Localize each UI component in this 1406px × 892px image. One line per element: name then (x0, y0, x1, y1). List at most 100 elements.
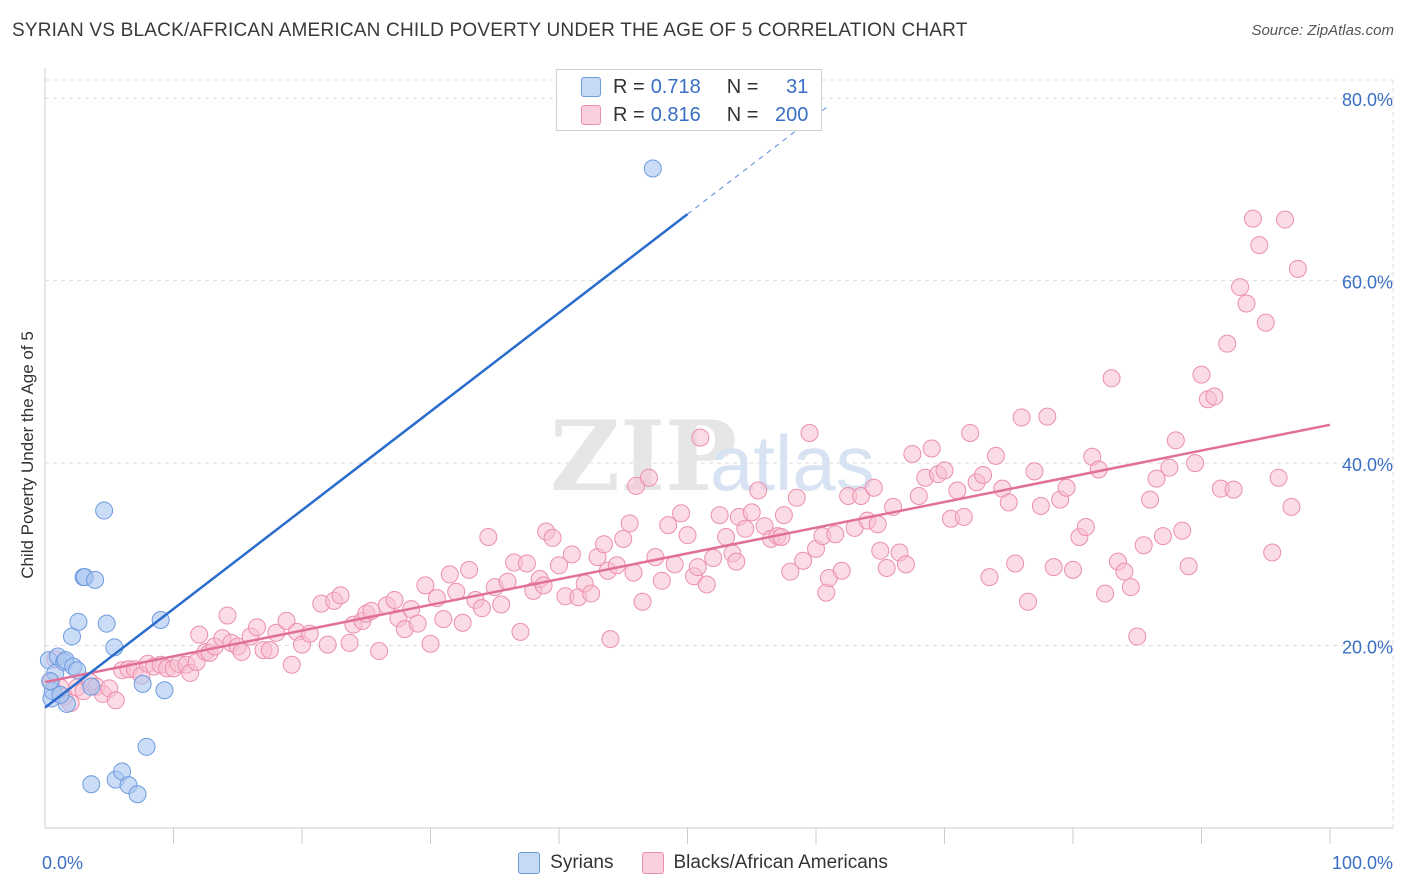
data-point-blacks (1192, 365, 1211, 384)
data-point-blacks (749, 481, 768, 500)
data-point-blacks (190, 625, 209, 644)
data-point-blacks (1128, 627, 1147, 646)
data-point-blacks (903, 445, 922, 463)
data-point-blacks (1115, 562, 1134, 581)
data-point-blacks (935, 461, 954, 480)
data-point-blacks (986, 446, 1005, 465)
data-point-blacks (781, 562, 800, 581)
data-point-blacks (704, 548, 723, 567)
data-point-syrians (82, 775, 101, 794)
data-point-blacks (1166, 431, 1185, 450)
data-point-blacks (896, 555, 915, 574)
data-point-blacks (1076, 517, 1095, 536)
legend-r-value: 0.816 (650, 103, 701, 126)
data-point-blacks (511, 622, 530, 641)
legend-row-syrians: R = 0.718 N = 31 (581, 74, 808, 100)
series-syrians-points (39, 159, 662, 804)
data-point-blacks (460, 560, 479, 579)
data-point-blacks (1012, 408, 1031, 427)
data-point-blacks (974, 465, 993, 484)
x-tick-label: 100.0% (1332, 853, 1393, 873)
data-point-blacks (826, 525, 845, 544)
data-point-blacks (999, 493, 1018, 512)
data-point-blacks (318, 635, 337, 654)
stats-legend: R = 0.718 N = 31 R = 0.816 N = 200 (556, 69, 822, 131)
data-point-blacks (331, 586, 350, 605)
data-point-blacks (282, 655, 301, 674)
data-point-blacks (408, 614, 427, 633)
data-point-blacks (877, 559, 896, 578)
data-point-blacks (717, 528, 736, 547)
data-point-blacks (1064, 560, 1082, 579)
data-point-blacks (627, 476, 646, 495)
watermark-zip: ZIP (550, 400, 737, 513)
data-point-blacks (1276, 210, 1295, 229)
data-point-blacks (543, 528, 562, 547)
data-point-blacks (800, 424, 819, 443)
data-point-blacks (980, 568, 999, 587)
data-point-blacks (416, 576, 435, 595)
data-point-blacks (1031, 496, 1050, 515)
legend-row-blacks: R = 0.816 N = 200 (581, 102, 808, 128)
y-tick-label: 40.0% (1342, 455, 1393, 475)
data-point-blacks (472, 599, 491, 618)
data-point-blacks (453, 613, 472, 632)
data-point-blacks (1218, 334, 1237, 353)
data-point-blacks (517, 554, 536, 573)
data-point-blacks (678, 526, 697, 545)
legend-item-blacks[interactable]: Blacks/African Americans (641, 852, 888, 874)
data-point-blacks (1237, 294, 1256, 313)
data-point-blacks (218, 606, 237, 625)
data-point-blacks (868, 515, 887, 534)
legend-r-label: R = (613, 75, 645, 98)
y-tick-label: 80.0% (1342, 90, 1393, 110)
data-point-blacks (1153, 527, 1172, 546)
data-point-blacks (1096, 584, 1115, 603)
data-point-syrians (97, 614, 116, 633)
data-point-blacks (1256, 313, 1275, 332)
data-point-blacks (1134, 536, 1153, 555)
legend-label-blacks: Blacks/African Americans (673, 852, 888, 873)
data-point-blacks (370, 642, 389, 661)
data-point-syrians (86, 570, 105, 589)
data-point-blacks (1231, 278, 1250, 297)
data-point-blacks (1025, 462, 1044, 481)
legend-n-value: 31 (786, 75, 809, 98)
data-point-blacks (550, 556, 568, 575)
data-point-blacks (727, 552, 746, 571)
y-tick-label: 60.0% (1342, 273, 1393, 293)
data-point-blacks (601, 630, 620, 649)
data-point-syrians (69, 612, 88, 631)
data-point-blacks (1243, 209, 1262, 228)
x-tick-label: 0.0% (42, 853, 83, 873)
data-point-blacks (434, 610, 453, 629)
legend-item-syrians[interactable]: Syrians (518, 852, 614, 874)
legend-label-syrians: Syrians (550, 852, 614, 873)
data-point-blacks (594, 535, 613, 554)
data-point-syrians (95, 501, 114, 520)
data-point-blacks (864, 478, 883, 497)
legend-swatch-syrians (518, 852, 541, 874)
data-point-blacks (440, 565, 459, 584)
data-point-blacks (1288, 259, 1307, 278)
data-point-blacks (620, 514, 639, 533)
data-point-blacks (774, 506, 793, 525)
legend-swatch-blacks (641, 852, 664, 874)
data-point-blacks (614, 529, 633, 548)
legend-n-label: N = (726, 103, 759, 126)
data-point-blacks (688, 558, 707, 577)
data-point-blacks (1006, 554, 1025, 573)
data-point-blacks (794, 551, 813, 570)
data-point-syrians (82, 677, 101, 696)
data-point-blacks (697, 575, 716, 594)
data-point-blacks (1038, 407, 1057, 426)
data-point-blacks (1147, 469, 1166, 488)
data-point-blacks (385, 590, 404, 609)
data-point-blacks (1044, 558, 1063, 577)
data-point-blacks (106, 691, 125, 710)
data-point-blacks (909, 486, 928, 505)
chart-title: SYRIAN VS BLACK/AFRICAN AMERICAN CHILD P… (12, 20, 968, 41)
data-point-blacks (672, 504, 691, 523)
y-tick-label: 20.0% (1342, 638, 1393, 658)
